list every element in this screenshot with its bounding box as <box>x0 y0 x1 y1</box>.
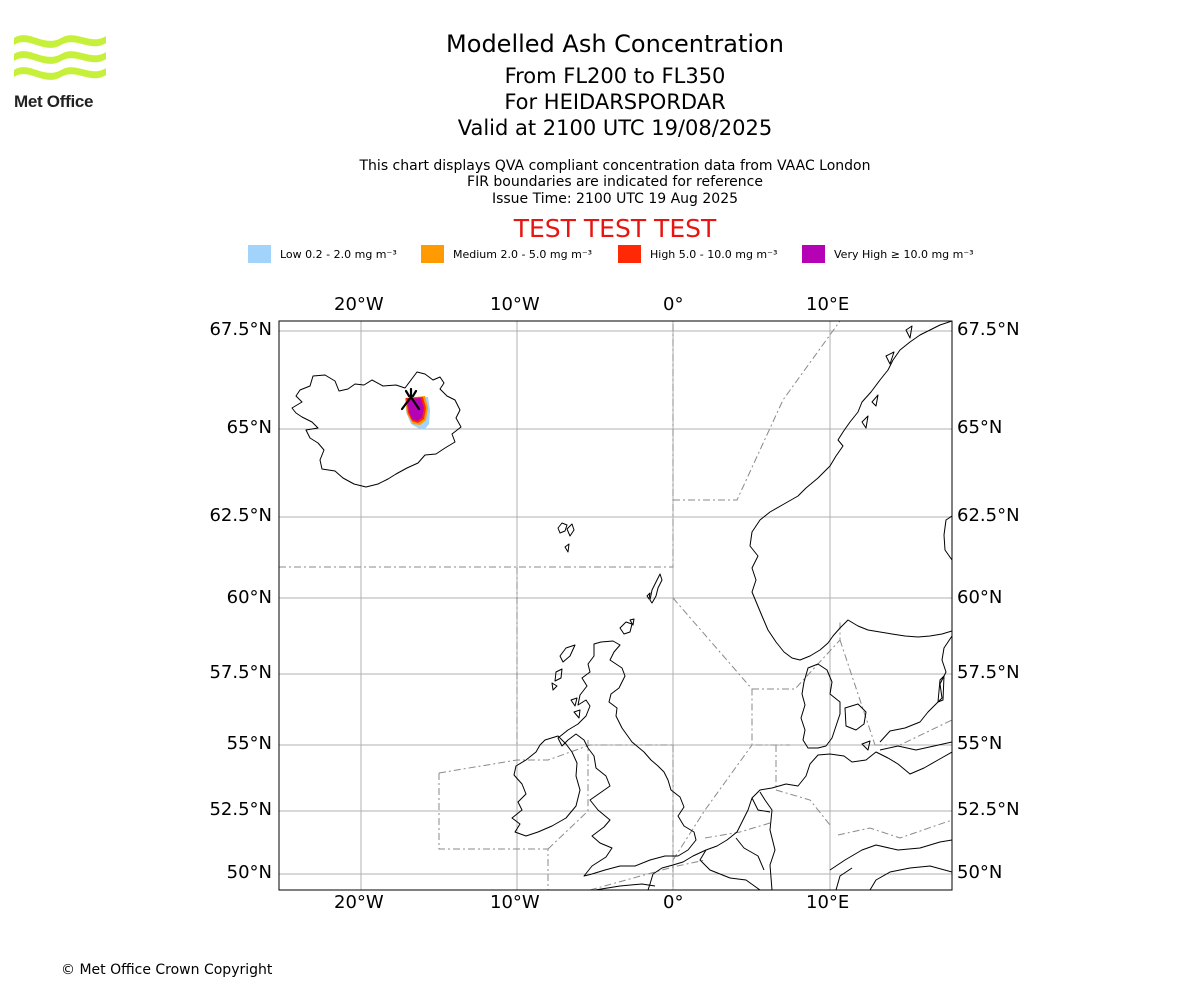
legend-item-medium: Medium 2.0 - 5.0 mg m⁻³ <box>421 245 592 263</box>
legend-item-very-high: Very High ≥ 10.0 mg m⁻³ <box>802 245 974 263</box>
lon-label-top-0: 0° <box>663 294 684 315</box>
legend-swatch-low <box>248 245 271 263</box>
iceland-coast <box>291 371 462 488</box>
met-office-logo: Met Office <box>14 30 109 112</box>
lon-label-bottom-20w: 20°W <box>334 892 384 913</box>
valid-time: Valid at 2100 UTC 19/08/2025 <box>457 116 773 140</box>
lat-label-right-67-5n: 67.5°N <box>957 319 1020 340</box>
logo-text: Met Office <box>14 92 94 111</box>
fir-boundaries <box>279 321 952 890</box>
denmark-coast <box>800 663 841 749</box>
ash-plume <box>400 387 430 430</box>
graticule <box>279 321 952 890</box>
lat-label-right-52-5n: 52.5°N <box>957 799 1020 820</box>
lon-label-bottom-0: 0° <box>663 892 684 913</box>
map-content <box>279 321 952 890</box>
subtitle-fir-note: FIR boundaries are indicated for referen… <box>467 174 763 190</box>
lat-label-right-65n: 65°N <box>957 417 1003 438</box>
great-britain-coast <box>557 640 697 877</box>
lat-label-left-62-5n: 62.5°N <box>209 505 272 526</box>
chart-title: Modelled Ash Concentration <box>446 30 784 58</box>
lat-label-right-60n: 60°N <box>957 587 1003 608</box>
lat-label-left-57-5n: 57.5°N <box>209 662 272 683</box>
lon-label-top-10e: 10°E <box>806 294 850 315</box>
met-office-waves-icon <box>14 35 106 80</box>
legend-label-medium: Medium 2.0 - 5.0 mg m⁻³ <box>453 247 593 261</box>
lat-label-left-67-5n: 67.5°N <box>209 319 272 340</box>
lat-label-right-50n: 50°N <box>957 862 1003 883</box>
subtitle-description: This chart displays QVA compliant concen… <box>359 158 871 174</box>
lat-label-right-57-5n: 57.5°N <box>957 662 1020 683</box>
legend-label-low: Low 0.2 - 2.0 mg m⁻³ <box>280 247 397 261</box>
lon-label-bottom-10w: 10°W <box>490 892 540 913</box>
lat-label-right-62-5n: 62.5°N <box>957 505 1020 526</box>
copyright-notice: © Met Office Crown Copyright <box>61 962 273 978</box>
legend-swatch-high <box>618 245 641 263</box>
volcano-marker-icon <box>400 387 421 411</box>
lon-label-top-20w: 20°W <box>334 294 384 315</box>
lat-label-left-60n: 60°N <box>226 587 272 608</box>
coastlines <box>291 321 952 890</box>
map-frame <box>278 320 953 891</box>
lon-label-top-10w: 10°W <box>490 294 540 315</box>
lat-label-left-65n: 65°N <box>226 417 272 438</box>
legend-item-high: High 5.0 - 10.0 mg m⁻³ <box>618 245 777 263</box>
lat-label-left-55n: 55°N <box>226 733 272 754</box>
issue-time: Issue Time: 2100 UTC 19 Aug 2025 <box>491 191 739 207</box>
norway-coast <box>749 321 952 661</box>
continent-coast <box>647 751 952 890</box>
test-banner: TEST TEST TEST <box>513 214 717 243</box>
flight-level-range: From FL200 to FL350 <box>504 64 726 88</box>
ash-very-high <box>407 398 424 421</box>
legend-swatch-medium <box>421 245 444 263</box>
legend-swatch-very-high <box>802 245 825 263</box>
lat-label-left-50n: 50°N <box>226 862 272 883</box>
lat-label-left-52-5n: 52.5°N <box>209 799 272 820</box>
legend-item-low: Low 0.2 - 2.0 mg m⁻³ <box>248 245 397 263</box>
lat-label-right-55n: 55°N <box>957 733 1003 754</box>
lon-label-bottom-10e: 10°E <box>806 892 850 913</box>
legend-label-high: High 5.0 - 10.0 mg m⁻³ <box>650 247 778 261</box>
volcano-name: For HEIDARSPORDAR <box>504 90 726 114</box>
legend-label-very-high: Very High ≥ 10.0 mg m⁻³ <box>834 247 974 261</box>
ireland-coast <box>511 735 581 837</box>
